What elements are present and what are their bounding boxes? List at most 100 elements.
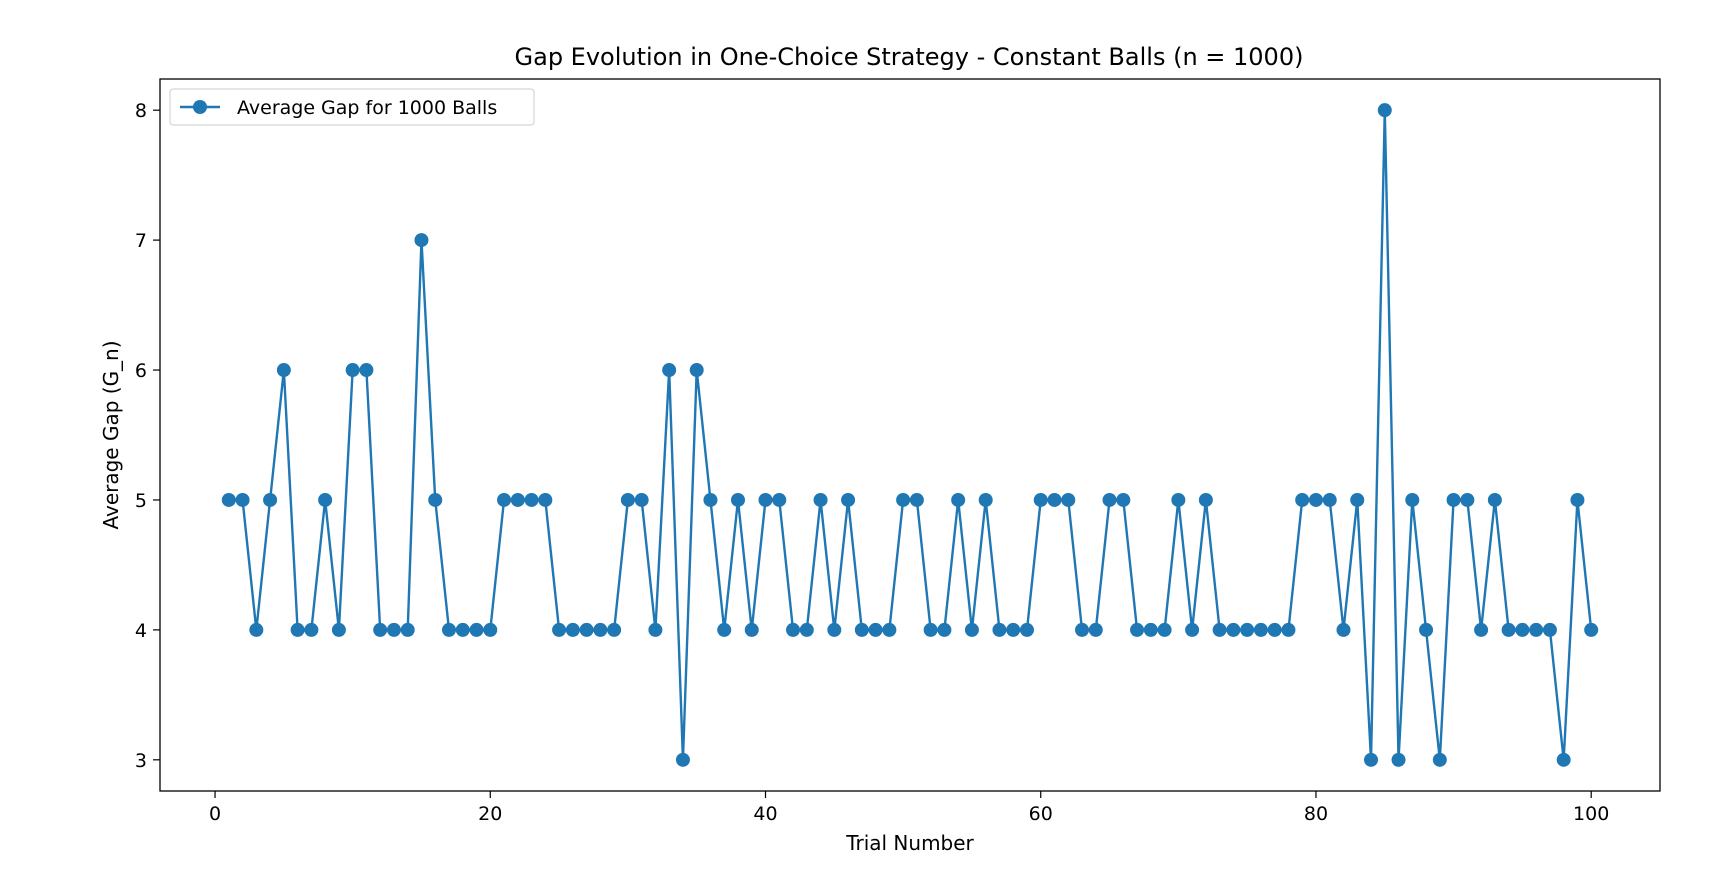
data-point (1157, 622, 1172, 637)
data-point (510, 492, 525, 507)
x-axis-label: Trial Number (845, 831, 974, 855)
data-point (249, 622, 264, 637)
y-tick-label: 4 (135, 620, 147, 642)
y-axis-label: Average Gap (G_n) (99, 340, 123, 529)
data-point (923, 622, 938, 637)
chart-title: Gap Evolution in One-Choice Strategy - C… (515, 43, 1304, 71)
data-point (441, 622, 456, 637)
data-point (483, 622, 498, 637)
data-point (386, 622, 401, 637)
x-tick-label: 60 (1029, 803, 1053, 825)
data-point (304, 622, 319, 637)
data-point (538, 492, 553, 507)
data-point (565, 622, 580, 637)
data-point (276, 363, 291, 378)
data-point (1130, 622, 1145, 637)
data-point (235, 492, 250, 507)
y-tick-label: 6 (135, 360, 147, 382)
data-point (373, 622, 388, 637)
legend-label: Average Gap for 1000 Balls (237, 97, 497, 119)
data-point (1047, 492, 1062, 507)
data-point (524, 492, 539, 507)
data-point (758, 492, 773, 507)
data-point (896, 492, 911, 507)
data-point (1267, 622, 1282, 637)
data-point (1405, 492, 1420, 507)
data-point (579, 622, 594, 637)
data-point (1075, 622, 1090, 637)
x-axis: 0 20 40 60 80 100 (209, 791, 1609, 825)
data-point (1171, 492, 1186, 507)
data-point (1391, 752, 1406, 767)
legend-marker-sample (193, 100, 207, 114)
data-point (1281, 622, 1296, 637)
data-point (1006, 622, 1021, 637)
y-tick-label: 8 (135, 100, 147, 122)
x-tick-label: 80 (1304, 803, 1328, 825)
data-point (634, 492, 649, 507)
data-point (331, 622, 346, 637)
data-point (744, 622, 759, 637)
data-point (882, 622, 897, 637)
data-point (717, 622, 732, 637)
data-point (497, 492, 512, 507)
data-point (414, 233, 429, 248)
x-tick-label: 0 (209, 803, 221, 825)
data-point (937, 622, 952, 637)
data-point (703, 492, 718, 507)
data-point (854, 622, 869, 637)
data-point (552, 622, 567, 637)
data-point (1336, 622, 1351, 637)
data-point (1198, 492, 1213, 507)
data-point (951, 492, 966, 507)
data-point (290, 622, 305, 637)
legend: Average Gap for 1000 Balls (169, 88, 535, 126)
data-point (1474, 622, 1489, 637)
data-point (1033, 492, 1048, 507)
data-point (1419, 622, 1434, 637)
plot-area (221, 103, 1599, 767)
data-point (345, 363, 360, 378)
data-point (1501, 622, 1516, 637)
data-point (428, 492, 443, 507)
y-axis: 3 4 5 6 7 8 (135, 100, 160, 772)
data-point (1295, 492, 1310, 507)
data-point (400, 622, 415, 637)
x-tick-label: 20 (478, 803, 502, 825)
data-point (607, 622, 622, 637)
data-point (593, 622, 608, 637)
data-point (868, 622, 883, 637)
data-point (772, 492, 787, 507)
data-point (1487, 492, 1502, 507)
data-point (1446, 492, 1461, 507)
data-point (1308, 492, 1323, 507)
data-point (1460, 492, 1475, 507)
data-point (1377, 103, 1392, 118)
data-point (675, 752, 690, 767)
data-point (263, 492, 278, 507)
data-point (827, 622, 842, 637)
data-point (1212, 622, 1227, 637)
y-tick-label: 5 (135, 490, 147, 512)
data-point (1570, 492, 1585, 507)
data-point (841, 492, 856, 507)
data-point (813, 492, 828, 507)
data-point (648, 622, 663, 637)
data-point (1019, 622, 1034, 637)
data-point (221, 492, 236, 507)
series-line (228, 108, 1593, 762)
data-point (978, 492, 993, 507)
data-point (1542, 622, 1557, 637)
data-point (799, 622, 814, 637)
y-tick-label: 3 (135, 750, 147, 772)
data-point (1226, 622, 1241, 637)
y-tick-label: 7 (135, 230, 147, 252)
data-point (1240, 622, 1255, 637)
data-point (1556, 752, 1571, 767)
data-point (1061, 492, 1076, 507)
data-point (1584, 622, 1599, 637)
legend-box (169, 88, 535, 126)
data-point (909, 492, 924, 507)
data-point (1185, 622, 1200, 637)
